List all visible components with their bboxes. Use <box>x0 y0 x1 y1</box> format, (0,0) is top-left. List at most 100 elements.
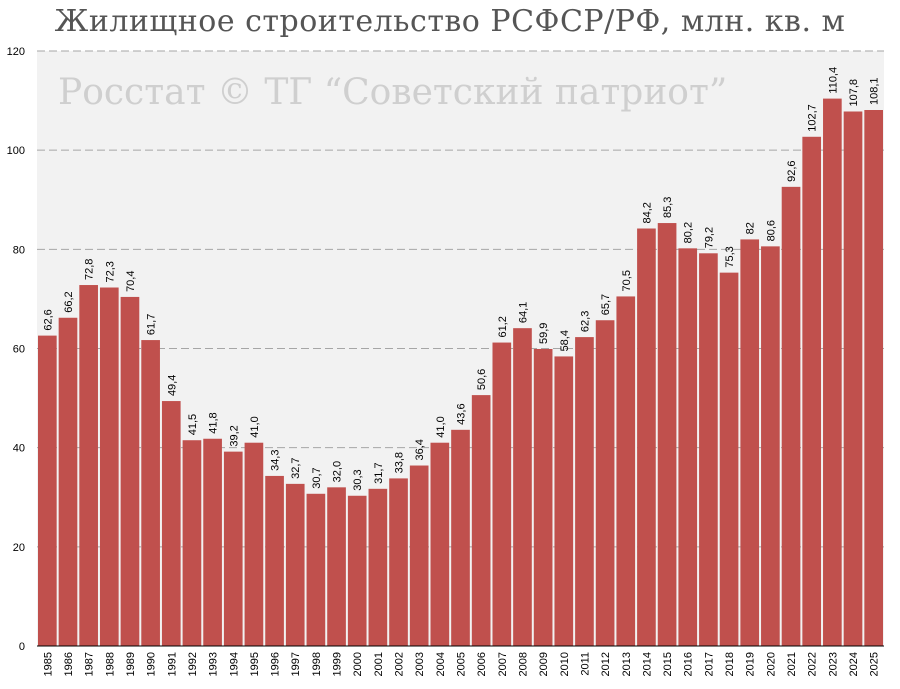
y-tick-label: 60 <box>13 344 25 356</box>
x-tick-label: 2024 <box>848 652 860 676</box>
y-tick-label: 40 <box>13 443 25 455</box>
data-label: 65,7 <box>600 294 612 315</box>
bar-1994 <box>223 451 243 646</box>
x-tick-label: 1996 <box>270 652 282 676</box>
x-tick-label: 2015 <box>662 652 674 676</box>
x-tick-label: 2010 <box>559 652 571 676</box>
data-label: 62,6 <box>42 309 54 330</box>
data-label: 82 <box>745 222 757 234</box>
x-tick-label: 1995 <box>249 652 261 676</box>
x-tick-label: 1985 <box>42 652 54 676</box>
x-tick-label: 1987 <box>84 652 96 676</box>
bar-2013 <box>616 296 636 646</box>
bar-1991 <box>161 401 181 646</box>
data-label: 41,0 <box>435 416 447 437</box>
bar-1986 <box>58 317 78 646</box>
data-label: 108,1 <box>869 77 881 105</box>
data-label: 33,8 <box>394 452 406 473</box>
bar-1988 <box>99 287 119 646</box>
x-tick-label: 1989 <box>125 652 137 676</box>
data-labels: 62,6 66,2 72,8 72,3 70,4 61,7 49,4 41,5 41,8 39,2… <box>42 67 880 491</box>
y-tick-label: 120 <box>7 46 25 58</box>
x-tick-label: 1991 <box>166 652 178 676</box>
data-label: 64,1 <box>517 302 529 323</box>
bar-2014 <box>637 228 656 646</box>
data-label: 70,4 <box>125 271 137 292</box>
data-label: 58,4 <box>559 330 571 351</box>
watermark: Росстат © ТГ “Советский патриот” <box>58 72 727 113</box>
bar-1998 <box>306 493 326 646</box>
bar-2002 <box>389 478 408 646</box>
x-tick-label: 2023 <box>827 652 839 676</box>
x-tick-label: 1988 <box>104 652 116 676</box>
chart-title: Жилищное строительство РСФСР/РФ, млн. кв… <box>54 4 846 39</box>
data-label: 75,3 <box>724 246 736 267</box>
bar-1992 <box>182 440 202 646</box>
bar-2010 <box>554 356 574 646</box>
data-label: 102,7 <box>807 104 819 132</box>
data-label: 32,0 <box>332 461 344 482</box>
x-axis: 1985 1986 1987 1988 1989 1990 1991 1992 1993 1994… <box>42 652 880 676</box>
x-tick-label: 2018 <box>724 652 736 676</box>
bar-1995 <box>244 442 264 646</box>
x-tick-label: 2012 <box>600 652 612 676</box>
x-tick-label: 2021 <box>786 652 798 676</box>
y-tick-label: 100 <box>7 145 25 157</box>
bar-1996 <box>265 475 284 646</box>
x-tick-label: 2013 <box>621 652 633 676</box>
data-label: 72,3 <box>104 261 116 282</box>
data-label: 61,7 <box>146 314 158 335</box>
data-label: 70,5 <box>621 270 633 291</box>
x-tick-label: 2007 <box>497 652 509 676</box>
data-label: 36,4 <box>414 439 426 460</box>
bar-2008 <box>513 328 532 646</box>
bar-1993 <box>203 438 222 646</box>
data-label: 59,9 <box>538 323 550 344</box>
bar-1999 <box>327 487 346 646</box>
bar-2024 <box>843 111 863 646</box>
bar-1989 <box>120 296 140 646</box>
data-label: 41,0 <box>249 416 261 437</box>
data-label: 110,4 <box>827 67 839 94</box>
data-label: 41,5 <box>187 414 199 435</box>
x-tick-label: 2006 <box>476 652 488 676</box>
x-tick-label: 1986 <box>63 652 75 676</box>
data-label: 50,6 <box>476 369 488 390</box>
x-tick-label: 1999 <box>332 652 344 676</box>
x-tick-label: 1990 <box>146 652 158 676</box>
data-label: 34,3 <box>270 450 282 471</box>
data-label: 72,8 <box>84 259 96 280</box>
bar-2019 <box>740 239 760 646</box>
bar-1997 <box>285 483 305 646</box>
x-tick-label: 2002 <box>394 652 406 676</box>
data-label: 32,7 <box>290 457 302 478</box>
bar-2023 <box>823 98 842 647</box>
x-tick-label: 2014 <box>641 652 653 676</box>
bar-2003 <box>409 465 429 646</box>
bar-2011 <box>575 337 594 646</box>
x-tick-label: 2001 <box>373 652 385 676</box>
x-tick-label: 2022 <box>807 652 819 676</box>
bar-2001 <box>368 488 388 646</box>
bar-2005 <box>451 429 470 646</box>
data-label: 62,3 <box>579 311 591 332</box>
data-label: 39,2 <box>228 425 240 446</box>
bar-2016 <box>678 248 698 646</box>
x-tick-label: 2020 <box>765 652 777 676</box>
x-tick-label: 2011 <box>579 652 591 676</box>
bar-1990 <box>141 340 160 646</box>
x-tick-label: 1992 <box>187 652 199 676</box>
bar-2017 <box>699 253 718 647</box>
bar-2018 <box>719 272 739 646</box>
x-tick-label: 2003 <box>414 652 426 676</box>
bar-2000 <box>347 495 367 646</box>
x-tick-label: 2016 <box>683 652 695 676</box>
data-label: 61,2 <box>497 316 509 337</box>
x-tick-label: 1998 <box>311 652 323 676</box>
y-tick-label: 80 <box>13 244 25 256</box>
bar-2009 <box>533 348 553 646</box>
x-tick-label: 2000 <box>352 652 364 676</box>
data-label: 43,6 <box>456 403 468 424</box>
data-label: 84,2 <box>641 202 653 223</box>
